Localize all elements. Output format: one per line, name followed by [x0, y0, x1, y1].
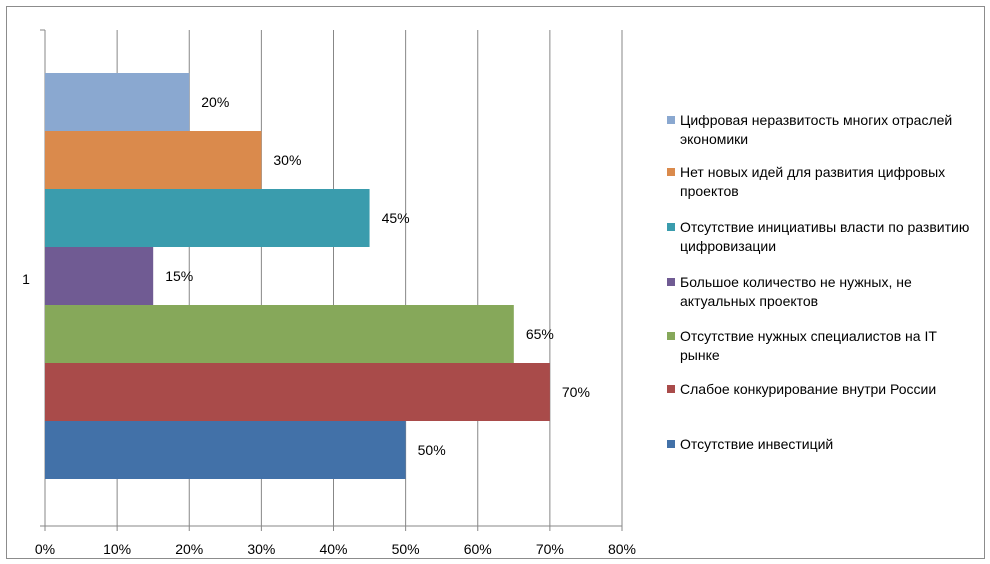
x-tick-label: 20% — [175, 541, 203, 557]
data-label: 15% — [165, 268, 193, 284]
x-tick-label: 0% — [35, 541, 55, 557]
data-label: 50% — [418, 442, 446, 458]
legend-item: Отсутствие нужных специалистов на IT рын… — [667, 327, 977, 365]
bar — [45, 363, 550, 421]
x-tick-label: 70% — [536, 541, 564, 557]
legend-swatch — [667, 168, 675, 176]
legend-item: Отсутствие инвестиций — [667, 435, 977, 454]
legend-label: Слабое конкурирование внутри России — [680, 381, 937, 397]
bar — [45, 247, 154, 305]
data-label: 30% — [273, 152, 301, 168]
legend-label: Нет новых идей для развития цифровых про… — [680, 164, 946, 199]
legend-swatch — [667, 440, 675, 448]
x-tick-label: 80% — [608, 541, 636, 557]
legend-swatch — [667, 332, 675, 340]
legend-swatch — [667, 116, 675, 124]
data-label: 45% — [382, 210, 410, 226]
bar — [45, 421, 406, 479]
x-tick-label: 30% — [247, 541, 275, 557]
bar — [45, 131, 262, 189]
legend-label: Отсутствие нужных специалистов на IT рын… — [680, 328, 937, 363]
x-tick-label: 50% — [392, 541, 420, 557]
x-tick-label: 60% — [464, 541, 492, 557]
bar — [45, 305, 514, 363]
legend-item: Нет новых идей для развития цифровых про… — [667, 163, 977, 201]
data-label: 20% — [201, 94, 229, 110]
legend-item: Большое количество не нужных, не актуаль… — [667, 273, 977, 311]
x-tick-label: 10% — [103, 541, 131, 557]
category-label: 1 — [22, 271, 30, 287]
legend-swatch — [667, 385, 675, 393]
bar — [45, 73, 190, 131]
legend-label: Большое количество не нужных, не актуаль… — [680, 274, 912, 309]
legend-label: Отсутствие инициативы власти по развитию… — [680, 219, 970, 254]
x-tick-label: 40% — [319, 541, 347, 557]
legend-item: Слабое конкурирование внутри России — [667, 380, 977, 399]
data-label: 70% — [562, 384, 590, 400]
bar — [45, 189, 370, 247]
legend-swatch — [667, 223, 675, 231]
legend-label: Отсутствие инвестиций — [680, 436, 834, 452]
legend-swatch — [667, 278, 675, 286]
legend-item: Отсутствие инициативы власти по развитию… — [667, 218, 977, 256]
legend-item: Цифровая неразвитость многих отраслей эк… — [667, 111, 977, 149]
legend-label: Цифровая неразвитость многих отраслей эк… — [680, 112, 953, 147]
data-label: 65% — [526, 326, 554, 342]
